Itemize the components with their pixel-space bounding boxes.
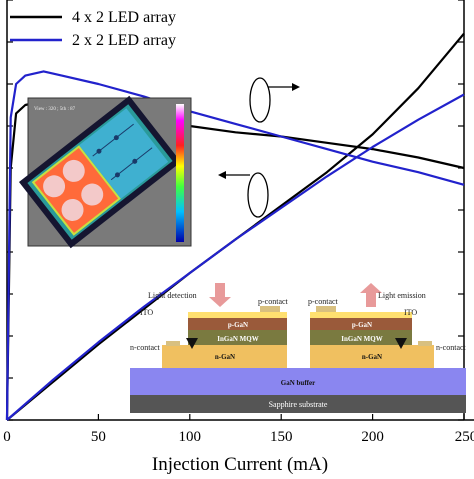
x-tick-label: 50 (91, 429, 106, 445)
p-contact-right-label: p-contact (308, 297, 339, 306)
legend-label-2x2: 2 x 2 LED array (72, 32, 176, 49)
left-axis-ellipse (249, 77, 271, 123)
right-axis-ellipse (247, 172, 269, 218)
x-tick-label: 0 (3, 429, 11, 445)
x-tick-labels: 0 50 100 150 200 250 (3, 429, 474, 445)
legend: 4 x 2 LED array 2 x 2 LED array (10, 9, 176, 49)
inset-thermal-photo: View : 320 ; 5th : 87 (18, 95, 192, 249)
legend-label-4x2: 4 x 2 LED array (72, 9, 176, 26)
mqw-left-label: InGaN MQW (217, 335, 258, 343)
thermal-color-scale (176, 104, 184, 242)
ito-right-label: ITO (404, 308, 417, 317)
substrate-label: Sapphire substrate (269, 400, 328, 409)
n-gan-right-label: n-GaN (362, 353, 382, 361)
inset-device-diagram: Sapphire substrate GaN buffer p-GaN InGa… (130, 283, 467, 413)
left-axis-arrowhead (292, 83, 300, 91)
p-gan-right-label: p-GaN (352, 321, 372, 329)
x-tick-label: 250 (455, 429, 474, 445)
buffer-label: GaN buffer (281, 379, 315, 387)
mqw-right-label: InGaN MQW (341, 335, 382, 343)
n-contact-right-label: n-contact (436, 343, 467, 352)
series-line-3 (6, 93, 465, 421)
p-contact-left-label: p-contact (258, 297, 289, 306)
inset-photo-caption: View : 320 ; 5th : 87 (34, 107, 76, 112)
x-tick-label: 100 (179, 429, 202, 445)
x-tick-label: 150 (270, 429, 293, 445)
annotations (218, 77, 300, 218)
ito-left-label: ITO (140, 308, 153, 317)
n-gan-left-label: n-GaN (215, 353, 235, 361)
light-detection-label: Light detection (148, 291, 197, 300)
p-gan-left-label: p-GaN (228, 321, 248, 329)
right-axis-arrowhead (218, 171, 226, 179)
light-emission-label: Light emission (378, 291, 426, 300)
x-tick-label: 200 (361, 429, 384, 445)
n-contact-left-label: n-contact (130, 343, 161, 352)
x-axis-label: Injection Current (mA) (152, 454, 328, 474)
